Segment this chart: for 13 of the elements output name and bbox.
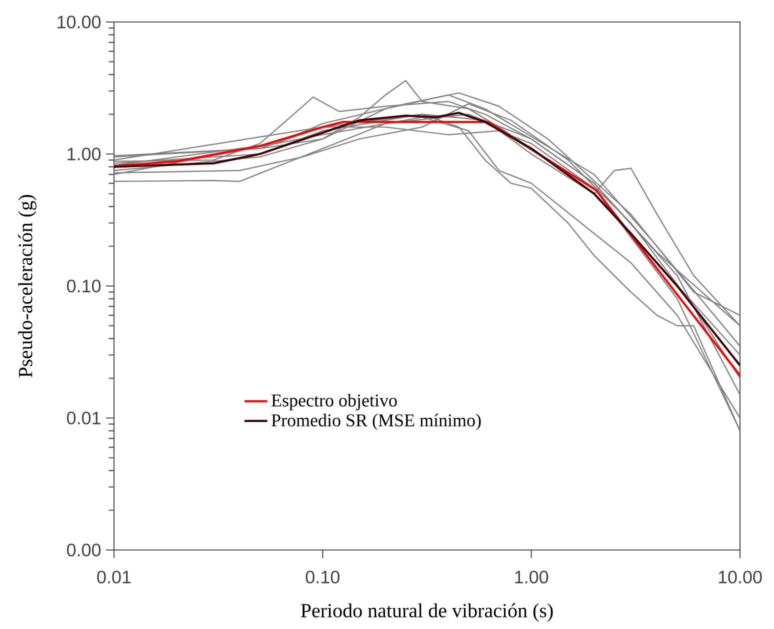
y-tick-label: 0.00	[66, 544, 101, 556]
y-tick-label: 0.10	[66, 280, 101, 292]
y-tick-label: 10.00	[58, 16, 101, 28]
x-tick-label: 10.00	[718, 570, 762, 584]
y-tick-label: 1.00	[68, 148, 101, 160]
x-tick-label: 0.10	[306, 570, 340, 584]
y-tick-label: 0.01	[66, 412, 100, 424]
y-axis-title: Pseudo-aceleración (g)	[18, 194, 36, 378]
x-tick-label: 0.01	[97, 570, 131, 584]
legend-label: Promedio SR (MSE mínimo)	[272, 414, 481, 430]
legend-label: Espectro objetivo	[272, 394, 397, 410]
x-tick-label: 1.00	[515, 570, 548, 584]
x-axis-title: Periodo natural de vibración (s)	[300, 603, 553, 622]
